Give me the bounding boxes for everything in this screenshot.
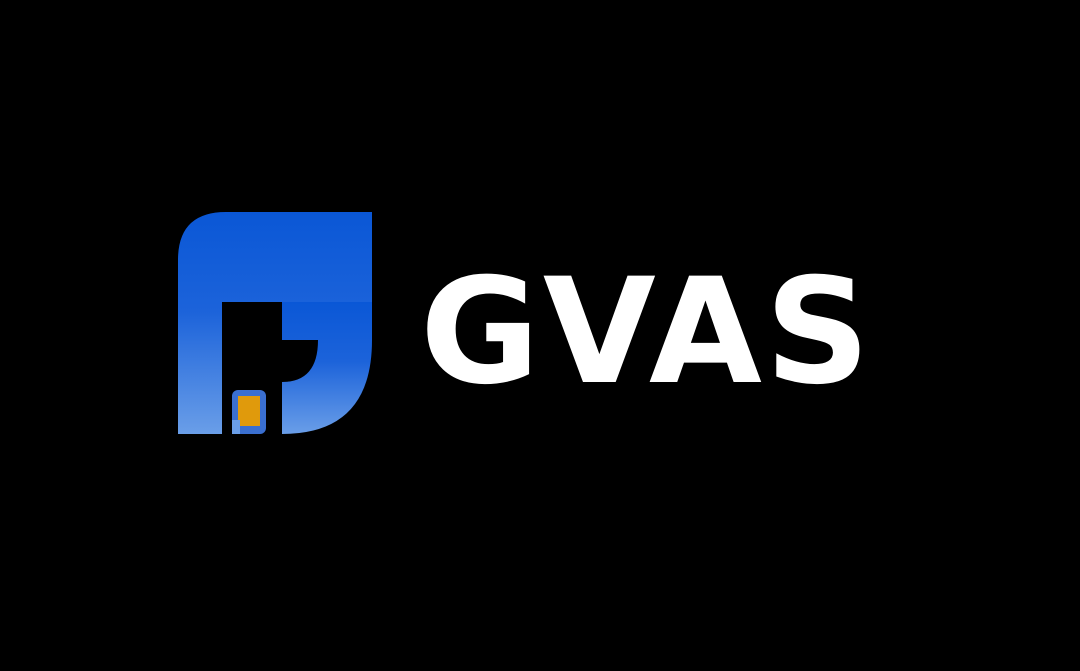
logo-mark-outer <box>178 212 372 434</box>
sim-card-chip <box>238 396 260 426</box>
brand-wordmark: GVAS <box>420 247 874 417</box>
g-sim-card-logo-icon <box>178 212 372 434</box>
logo-mark-hook <box>282 302 372 434</box>
sim-card-notch <box>232 420 240 434</box>
